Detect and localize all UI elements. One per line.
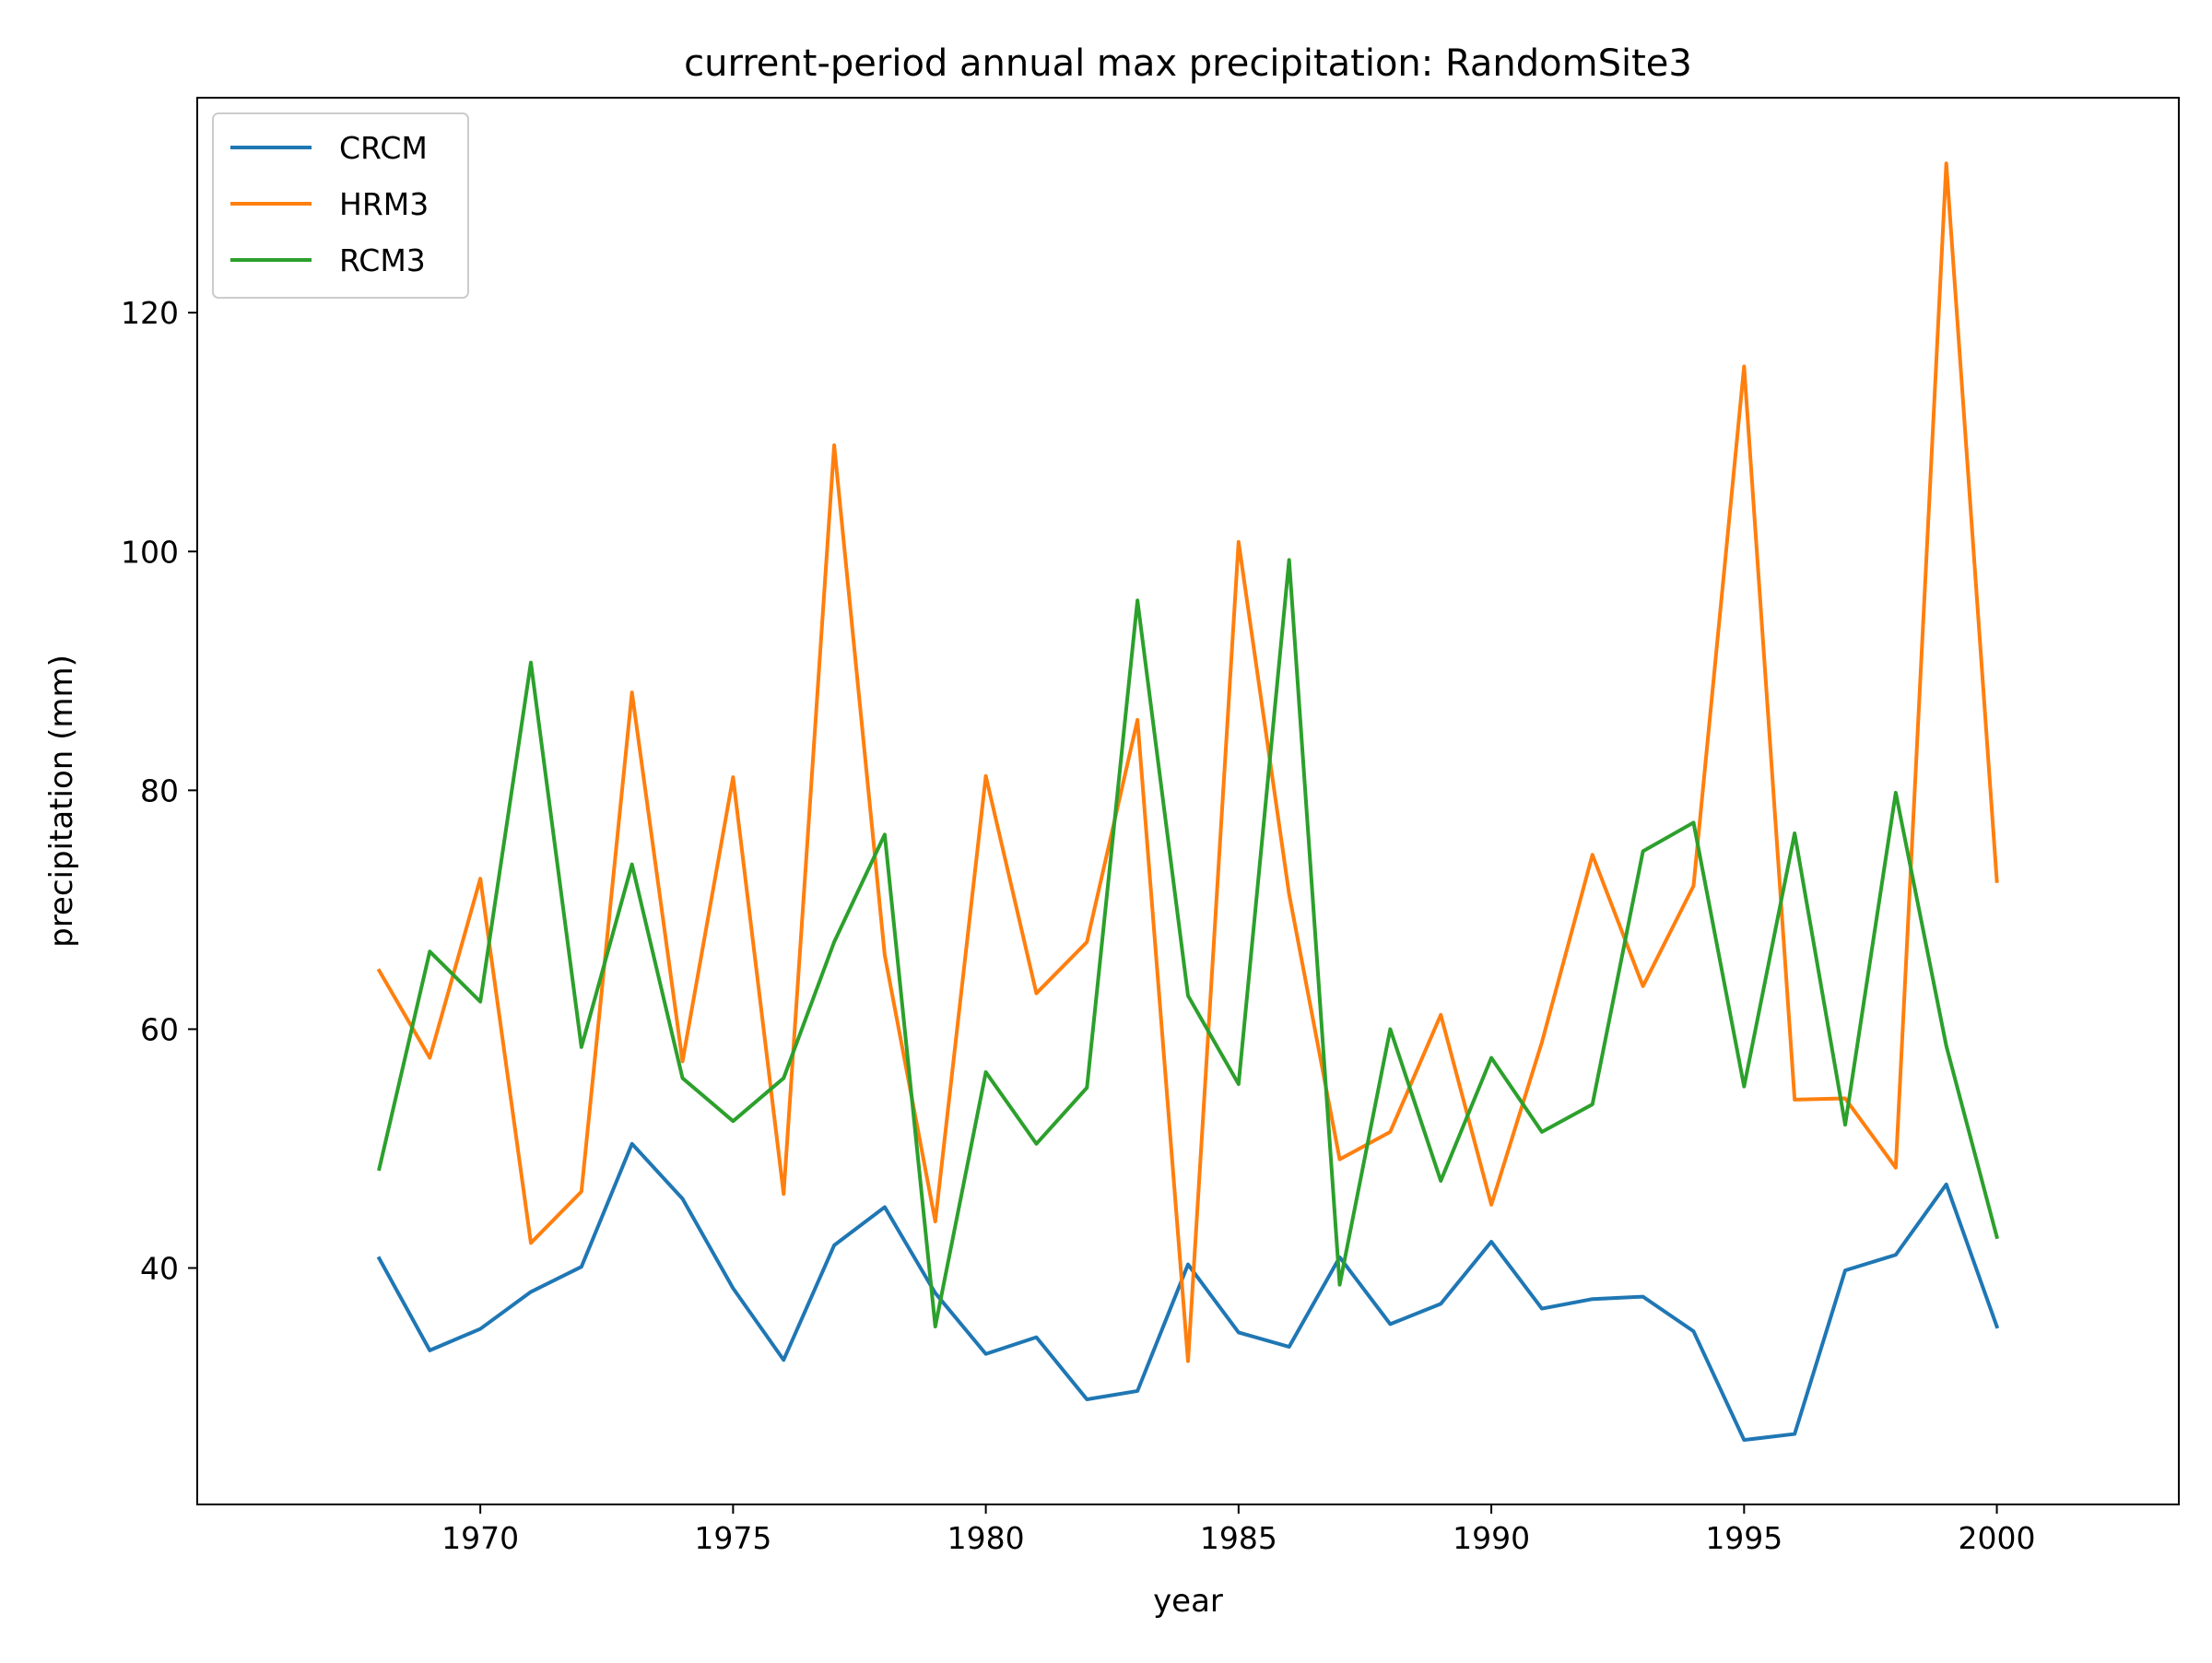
y-tick-label: 60 [140, 1011, 179, 1047]
y-tick-label: 120 [121, 295, 179, 331]
x-axis-ticks: 1970 1975 1980 1985 1990 1995 2000 [441, 1504, 2036, 1556]
series-line-rcm3 [377, 558, 1999, 1328]
x-tick-label: 1970 [441, 1520, 519, 1556]
legend-label-hrm3: HRM3 [339, 186, 429, 222]
x-axis-label: year [1153, 1583, 1223, 1620]
legend-box [212, 112, 469, 299]
y-axis-label: precipitation (mm) [43, 655, 80, 948]
y-tick-label: 80 [140, 773, 179, 808]
plot-frame [196, 97, 2180, 1505]
y-axis-ticks: 40 60 80 100 120 [121, 295, 197, 1287]
x-tick-label: 1985 [1200, 1520, 1277, 1556]
x-tick-label: 1995 [1705, 1520, 1783, 1556]
series-line-hrm3 [376, 161, 1999, 1363]
series-line-crcm [376, 1141, 2000, 1443]
y-tick-label: 100 [121, 534, 179, 570]
chart-title: current-period annual max precipitation:… [684, 42, 1692, 85]
y-tick-label: 40 [140, 1251, 179, 1287]
legend: CRCM HRM3 RCM3 [212, 112, 469, 299]
x-tick-label: 1975 [694, 1520, 771, 1556]
x-tick-label: 1980 [947, 1520, 1025, 1556]
x-tick-label: 1990 [1453, 1520, 1530, 1556]
legend-label-crcm: CRCM [339, 130, 428, 166]
x-tick-label: 2000 [1959, 1520, 2036, 1556]
plot-lines [376, 161, 2000, 1443]
legend-label-rcm3: RCM3 [339, 242, 426, 278]
